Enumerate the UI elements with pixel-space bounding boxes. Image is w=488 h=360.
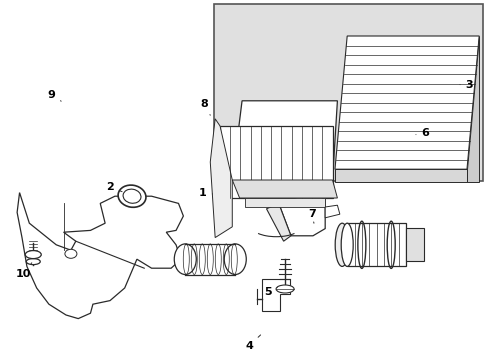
Polygon shape xyxy=(210,119,232,238)
Polygon shape xyxy=(466,36,478,182)
Text: 7: 7 xyxy=(307,209,315,223)
Ellipse shape xyxy=(224,244,246,274)
Text: 5: 5 xyxy=(264,287,277,297)
Text: 8: 8 xyxy=(200,99,210,115)
Text: 9: 9 xyxy=(47,90,61,101)
Polygon shape xyxy=(278,193,325,236)
Ellipse shape xyxy=(334,223,348,266)
Polygon shape xyxy=(232,101,337,180)
Ellipse shape xyxy=(123,189,141,203)
Text: 4: 4 xyxy=(245,335,260,351)
Text: 10: 10 xyxy=(15,263,32,279)
Text: 1: 1 xyxy=(199,188,212,198)
Polygon shape xyxy=(334,36,478,169)
Ellipse shape xyxy=(276,285,293,293)
Polygon shape xyxy=(232,180,337,198)
Bar xyxy=(346,223,405,266)
Text: 3: 3 xyxy=(459,80,472,90)
Text: 6: 6 xyxy=(415,128,428,138)
Ellipse shape xyxy=(65,249,77,258)
Polygon shape xyxy=(220,126,332,198)
Polygon shape xyxy=(17,193,183,319)
Polygon shape xyxy=(261,279,289,311)
Bar xyxy=(213,4,482,181)
Bar xyxy=(405,228,423,261)
Ellipse shape xyxy=(174,244,196,274)
Polygon shape xyxy=(334,169,466,182)
Ellipse shape xyxy=(26,258,40,265)
Polygon shape xyxy=(244,198,325,207)
Ellipse shape xyxy=(118,185,145,207)
Text: 2: 2 xyxy=(106,182,122,192)
Polygon shape xyxy=(266,203,290,241)
Ellipse shape xyxy=(25,251,41,258)
Polygon shape xyxy=(325,205,339,218)
Ellipse shape xyxy=(341,223,352,266)
